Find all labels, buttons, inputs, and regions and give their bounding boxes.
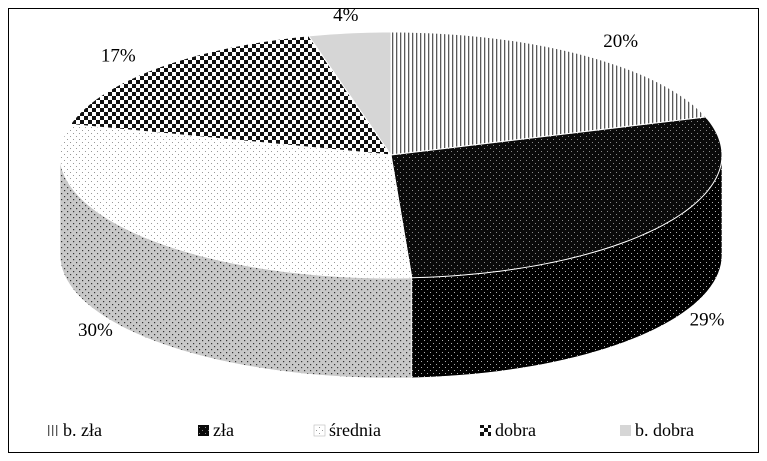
legend-label-b-dobra: b. dobra: [635, 420, 694, 440]
legend-swatch-dobra: [480, 425, 491, 436]
data-label-z-a: 29%: [690, 309, 725, 330]
data-label-b-dobra: 4%: [333, 5, 359, 26]
data-label-b-z-a: 20%: [603, 31, 638, 52]
legend-item-b-z-a: b. zła: [48, 420, 102, 440]
pie-slice-z-a: [390, 116, 723, 279]
legend: b. zła zła średnia dobra b. dobra: [48, 420, 694, 440]
legend-swatch-b-dobra: [620, 425, 631, 436]
chart-border: [8, 8, 759, 453]
legend-label-b-z-a: b. zła: [63, 420, 102, 440]
legend-swatch-z-a: [198, 425, 209, 436]
pie-slices: [59, 31, 723, 279]
pie-slice-b-z-a: [390, 31, 707, 156]
legend-item-rednia: średnia: [313, 420, 381, 440]
legend-item-dobra: dobra: [480, 420, 536, 440]
data-labels: 20% 29% 30% 17% 4%: [78, 5, 725, 341]
pie-slice-dobra: [69, 35, 393, 156]
legend-item-b-dobra: b. dobra: [620, 420, 694, 440]
legend-swatch-b-z-a: [48, 425, 59, 436]
legend-swatch-rednia: [313, 424, 326, 437]
legend-label-rednia: średnia: [329, 420, 381, 440]
data-label-dobra: 17%: [101, 45, 136, 66]
legend-label-dobra: dobra: [495, 420, 536, 440]
pie-slice-rednia: [59, 123, 413, 279]
pie-slice-b-dobra: [307, 31, 392, 157]
legend-item-z-a: zła: [198, 420, 234, 440]
legend-label-z-a: zła: [213, 420, 234, 440]
data-label-rednia: 30%: [78, 320, 113, 341]
